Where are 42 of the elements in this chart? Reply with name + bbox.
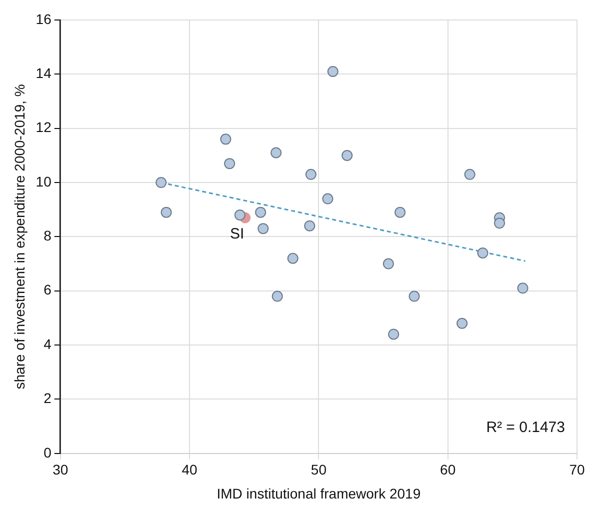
y-tick-label: 14 xyxy=(36,65,52,82)
y-tick-label: 2 xyxy=(44,390,52,406)
point xyxy=(160,206,172,218)
point xyxy=(156,177,167,188)
x-tick-label: 70 xyxy=(569,462,585,478)
x-tick-label: 30 xyxy=(52,462,68,478)
point xyxy=(272,290,283,302)
point xyxy=(456,318,468,329)
point xyxy=(234,210,246,221)
point xyxy=(327,66,338,77)
point xyxy=(342,150,353,161)
point xyxy=(517,282,528,294)
x-tick-label: 50 xyxy=(310,462,327,478)
y-tick-label: 0 xyxy=(44,444,52,460)
point xyxy=(464,168,476,180)
y-tick-label: 8 xyxy=(44,228,52,244)
x-axis-title: IMD institutional framework 2019 xyxy=(216,485,421,502)
point xyxy=(388,328,400,340)
series-label: SI xyxy=(230,225,244,242)
y-axis-title: share of investment in expenditure 2000-2019, % xyxy=(11,84,28,390)
point xyxy=(255,206,266,218)
point xyxy=(394,206,406,218)
point xyxy=(287,252,298,264)
point xyxy=(220,134,232,145)
point xyxy=(304,220,316,232)
point xyxy=(494,218,506,229)
y-tick-label: 16 xyxy=(36,10,52,27)
y-tick-label: 6 xyxy=(44,282,52,298)
point xyxy=(224,158,236,170)
y-tick-label: 12 xyxy=(36,119,52,136)
point xyxy=(477,247,488,258)
point xyxy=(270,147,282,158)
annotation: R² = 0.1473 xyxy=(486,419,565,436)
y-tick-label: 10 xyxy=(36,173,52,190)
x-tick-label: 40 xyxy=(182,462,198,478)
x-tick-label: 60 xyxy=(440,462,456,478)
point xyxy=(408,290,420,302)
point xyxy=(305,168,316,180)
y-tick-label: 4 xyxy=(44,336,52,352)
point xyxy=(322,193,334,204)
point xyxy=(258,223,269,234)
point xyxy=(382,258,394,270)
